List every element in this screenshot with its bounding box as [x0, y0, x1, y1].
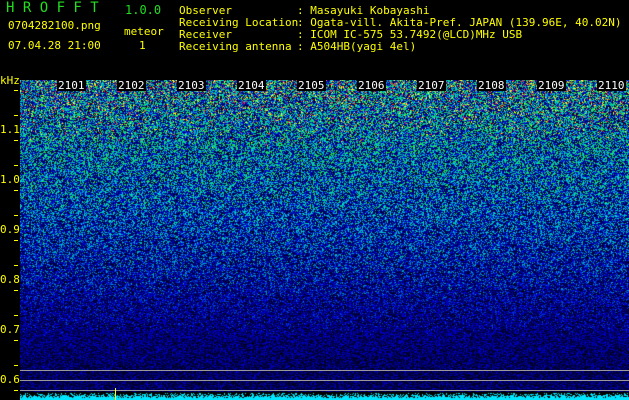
app-version: 1.0.0 [125, 3, 162, 17]
x-tick-label: 2103 [177, 79, 206, 92]
spectrogram [20, 80, 629, 400]
info-location: Receiving Location: Ogata-vill. Akita-Pr… [179, 16, 622, 29]
y-tick-label: 0.9 [0, 223, 20, 236]
y-tick [14, 290, 18, 291]
y-tick [14, 340, 18, 341]
meteor-marker [115, 388, 116, 400]
mode-label: meteor [124, 25, 164, 38]
app-name: H R O F F T [6, 0, 99, 16]
info-antenna: Receiving antenna: A504HB(yagi 4el) [179, 40, 417, 53]
file-name: 0704282100.png [8, 19, 101, 32]
gridline [20, 390, 629, 391]
y-tick [14, 115, 18, 116]
y-tick [14, 365, 18, 366]
x-tick-label: 2104 [237, 79, 266, 92]
x-tick-label: 2102 [117, 79, 146, 92]
y-tick [14, 215, 18, 216]
y-tick [14, 240, 18, 241]
x-tick-label: 2108 [477, 79, 506, 92]
y-tick-label: 1.1 [0, 123, 20, 136]
y-tick-label: 0.6 [0, 373, 20, 386]
y-tick-label: 0.8 [0, 273, 20, 286]
y-tick-label: 1.0 [0, 173, 20, 186]
y-tick [14, 140, 18, 141]
x-tick-label: 2101 [57, 79, 86, 92]
y-tick [14, 265, 18, 266]
y-tick [14, 315, 18, 316]
meteor-count: 1 [139, 39, 146, 52]
x-tick-label: 2109 [537, 79, 566, 92]
y-tick [14, 165, 18, 166]
datetime: 07.04.28 21:00 [8, 39, 101, 52]
y-tick-label: 0.7 [0, 323, 20, 336]
x-tick-label: 2110 [597, 79, 626, 92]
x-tick-label: 2107 [417, 79, 446, 92]
y-tick [14, 390, 18, 391]
x-tick-label: 2106 [357, 79, 386, 92]
gridline [20, 370, 629, 371]
y-axis-label: kHz [0, 74, 20, 87]
gridline [20, 380, 629, 381]
y-tick [14, 190, 18, 191]
y-tick [14, 90, 18, 91]
info-receiver: Receiver: ICOM IC-575 53.7492(@LCD)MHz U… [179, 28, 523, 41]
x-tick-label: 2105 [297, 79, 326, 92]
info-observer: Observer: Masayuki Kobayashi [179, 4, 430, 17]
